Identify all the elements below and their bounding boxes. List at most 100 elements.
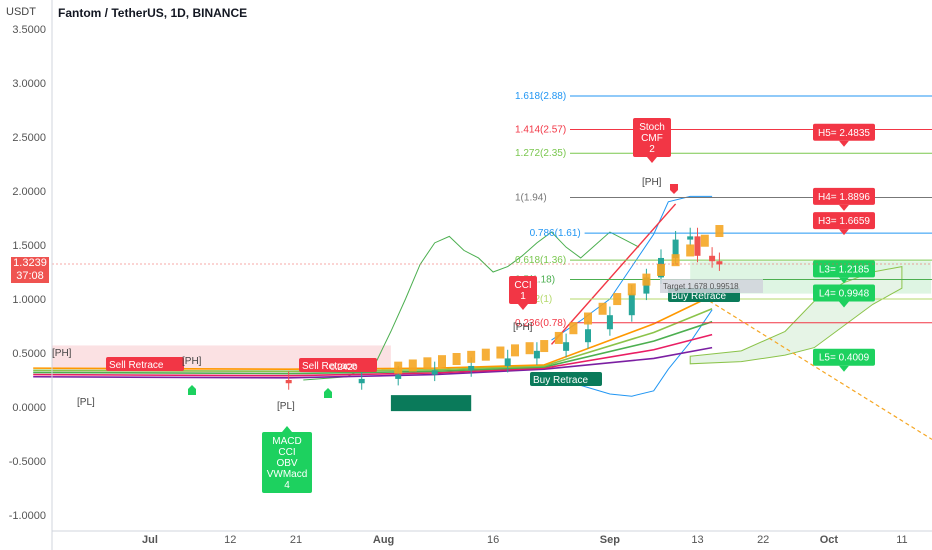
fib-level-label: 0.786(1.61) [530,228,581,239]
price-countdown: 37:08 [16,270,44,282]
pivot-label-pointer [839,229,849,236]
x-tick-label: Aug [373,534,394,546]
candle-body [431,370,438,375]
y-tick-label: 0.0000 [12,402,46,414]
x-tick-label: 11 [896,534,907,546]
stoch-signal-text-2: 2 [649,144,655,155]
stoch-signal-pointer [647,157,657,163]
sell-retrace-label-2: Sell Retrace [299,358,377,372]
signal-marker [671,254,680,267]
candle-body [709,255,716,262]
ph-label-2: [PH] [182,356,202,367]
ph-label-3: [PH] [513,322,533,333]
cci-signal-pointer [518,304,528,310]
fib-level-label: 0.236(0.78) [515,318,566,329]
buy-retrace-label-2-text: Buy Retrace [671,291,726,302]
pivot-label-box [813,187,875,205]
candle-body [628,293,635,316]
currency-text: USDT [6,6,36,18]
pivot-label-pointer [839,277,849,284]
y-tick-label: -0.5000 [9,456,46,468]
signal-marker [569,322,578,335]
candle-body [563,342,570,351]
pivot-label: L5= 0.4009 [813,348,875,372]
sell-arrow [670,184,678,194]
pivot-label-box [813,348,875,366]
x-tick-label: 12 [224,534,236,546]
moving-average-line [33,346,713,379]
moving-average-line [33,295,713,371]
candle-body [468,365,475,371]
pivot-label: H5= 2.4835 [813,123,875,147]
macd-signal-text-4: 4 [284,480,290,491]
x-tick-label: 13 [691,534,703,546]
fib-level-label: 1.414(2.57) [515,124,566,135]
sell-retrace-label-1-box [106,357,184,371]
candle-body [716,261,723,265]
signal-marker [686,244,695,257]
signal-marker [481,348,490,361]
buy-retrace-label-1: Buy Retrace [530,372,602,386]
signal-marker [598,302,607,315]
moving-average-line [33,333,713,377]
macd-signal-pointer [282,426,292,432]
signal-marker [423,357,432,370]
x-tick-label: 21 [290,534,302,546]
currency-label: USDT [6,6,36,18]
sell-retrace-label-1-text: Sell Retrace [109,360,164,371]
signal-marker [467,350,476,363]
candle-body [358,378,365,384]
pivot-label-text-0: H4= 1.8896 [818,192,870,203]
signal-marker [540,340,549,353]
signal-marker [452,353,461,365]
pivot-label-box [813,123,875,141]
pivot-label-text-0: L5= 0.4009 [819,353,870,364]
macd-signal-text-1: CCI [278,447,295,458]
candle-body [285,380,292,384]
signal-marker [554,331,563,344]
volume-block [390,395,472,412]
y-tick-label: 1.0000 [12,294,46,306]
fib-level-label: 1.618(2.88) [515,91,566,102]
macd-signal-text-0: MACD [272,436,301,447]
fib-level-label: 1.272(2.35) [515,148,566,159]
stoch-signal-text-1: CMF [641,133,663,144]
pivot-label: H4= 1.8896 [813,187,875,211]
signal-marker [525,342,534,355]
y-tick-label: 2.5000 [12,132,46,144]
sell-retrace-label-2-box [299,358,377,372]
y-tick-label: 0.5000 [12,348,46,360]
y-tick-label: 2.0000 [12,186,46,198]
signal-marker [715,225,724,238]
macd-signal-text-2: OBV [276,458,297,469]
target-text: Target 1.678 0.99518 [663,282,739,291]
pivot-label-pointer [839,204,849,211]
pl-label-2: [PL] [277,401,295,412]
y-tick-label: 3.5000 [12,24,46,36]
y-tick-label: -1.0000 [9,510,46,522]
chart-title: Fantom / TetherUS, 1D, BINANCE [58,6,247,20]
pivot-label-box [813,212,875,230]
x-tick-label: Oct [820,534,839,546]
candle-body [504,358,511,366]
stoch-signal-box [633,118,671,157]
cci-signal-text-1: 1 [520,291,526,302]
moving-average-line [33,320,713,375]
y-tick-label: 1.5000 [12,240,46,252]
signal-marker [438,355,446,368]
value-label-2: 0.5232 [508,331,536,341]
y-tick-label: 3.0000 [12,78,46,90]
value-label-1: 0.2420 [330,362,358,372]
candle-body [606,315,613,330]
pivot-label-text-0: H3= 1.6659 [818,216,870,227]
x-tick-label: 22 [757,534,769,546]
signal-marker [511,344,519,357]
cci-signal-text-0: CCI [514,280,531,291]
pivot-label-text-0: H5= 2.4835 [818,128,870,139]
macd-signal-text-3: VWMacd [267,469,308,480]
buy-retrace-label-1-text: Buy Retrace [533,375,588,386]
x-tick-label: Jul [142,534,158,546]
